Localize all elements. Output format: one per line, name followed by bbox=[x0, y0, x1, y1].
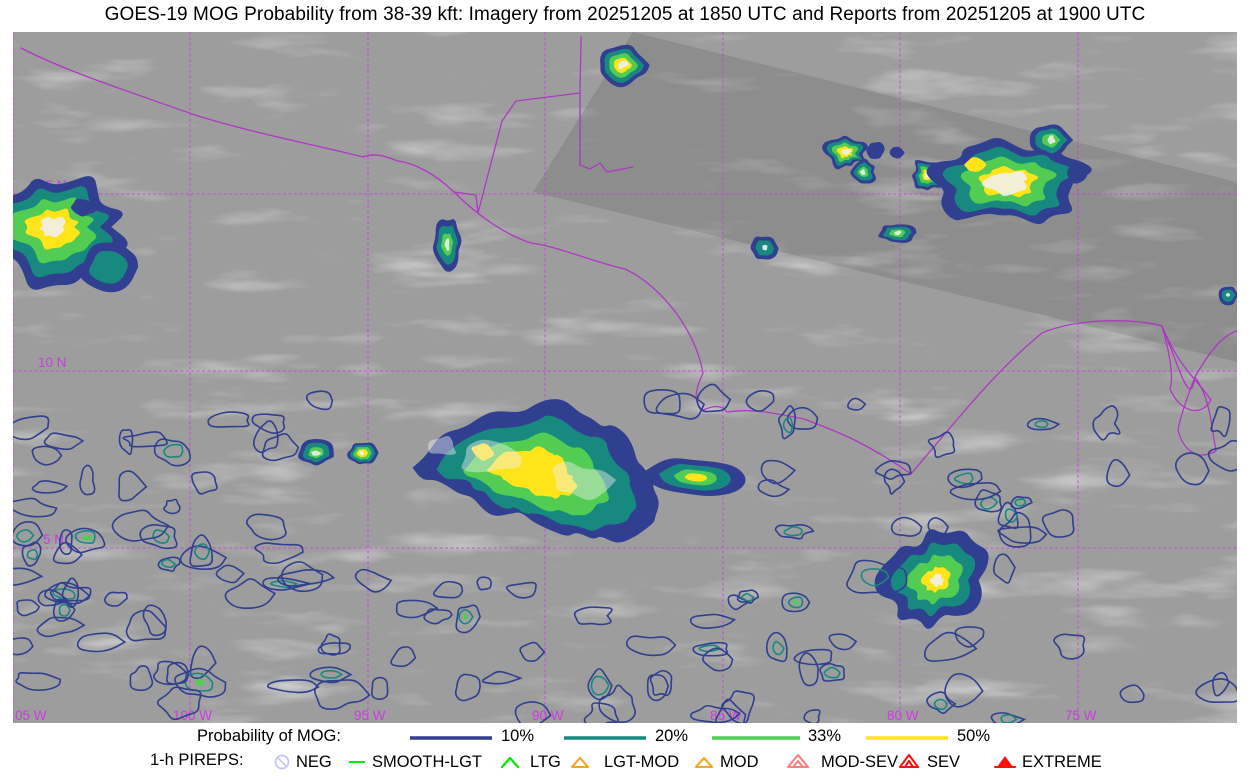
svg-text:NEG: NEG bbox=[296, 753, 332, 771]
svg-text:EXTREME: EXTREME bbox=[1022, 753, 1102, 771]
svg-text:MOD: MOD bbox=[720, 753, 759, 771]
svg-text:95 W: 95 W bbox=[354, 708, 386, 723]
svg-text:MOD-SEV: MOD-SEV bbox=[821, 753, 898, 771]
svg-text:100 W: 100 W bbox=[173, 708, 212, 723]
svg-text:SMOOTH-LGT: SMOOTH-LGT bbox=[372, 753, 482, 771]
svg-text:05 W: 05 W bbox=[15, 708, 47, 723]
svg-text:SEV: SEV bbox=[927, 753, 960, 771]
svg-text:10 N: 10 N bbox=[38, 355, 67, 370]
svg-text:LGT-MOD: LGT-MOD bbox=[604, 753, 679, 771]
svg-text:75 W: 75 W bbox=[1065, 708, 1097, 723]
svg-text:LTG: LTG bbox=[530, 753, 561, 771]
svg-text:80 W: 80 W bbox=[887, 708, 919, 723]
